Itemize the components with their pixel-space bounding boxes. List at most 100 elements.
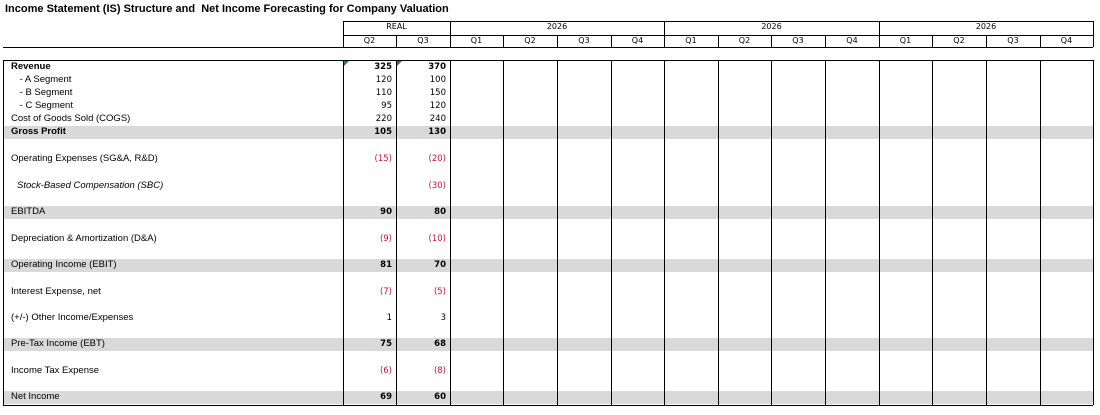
header-year: 2026 xyxy=(761,22,782,31)
value-cell: 100 xyxy=(429,75,446,85)
grid-line xyxy=(396,60,397,405)
grid-line xyxy=(611,35,612,47)
grid-line xyxy=(1040,35,1041,47)
grid-line xyxy=(986,35,987,47)
value-cell: (5) xyxy=(433,287,446,297)
value-cell: 370 xyxy=(428,62,446,72)
row-shade xyxy=(3,338,1093,351)
row-shade xyxy=(3,206,1093,219)
value-cell: (8) xyxy=(433,366,446,376)
row-label: Stock-Based Compensation (SBC) xyxy=(17,180,164,191)
comment-flag-icon xyxy=(344,61,349,66)
value-cell: 70 xyxy=(434,260,446,270)
header-quarter: Q1 xyxy=(899,36,912,45)
row-label: (+/-) Other Income/Expenses xyxy=(11,312,134,323)
page-title: Income Statement (IS) Structure and Net … xyxy=(5,3,449,15)
value-cell: 90 xyxy=(380,207,392,217)
grid-line xyxy=(664,21,665,47)
value-cell: (9) xyxy=(379,234,392,244)
row-shade xyxy=(3,259,1093,272)
row-label: Operating Income (EBIT) xyxy=(11,259,117,270)
header-quarter: Q1 xyxy=(470,36,483,45)
row-label: Operating Expenses (SG&A, R&D) xyxy=(11,153,158,164)
grid-line xyxy=(611,60,612,405)
value-cell: 1 xyxy=(386,313,392,323)
value-cell: 95 xyxy=(381,101,392,111)
header-quarter: Q2 xyxy=(953,36,965,45)
value-cell: (7) xyxy=(379,287,392,297)
grid-line xyxy=(450,21,451,47)
value-cell: 120 xyxy=(429,101,446,111)
value-cell: 325 xyxy=(374,62,392,72)
grid-line xyxy=(3,405,1093,406)
grid-line xyxy=(825,60,826,405)
row-label: - B Segment xyxy=(17,87,73,98)
value-cell: 105 xyxy=(374,127,392,137)
value-cell: (20) xyxy=(428,154,446,164)
grid-line xyxy=(557,35,558,47)
grid-line xyxy=(3,60,4,405)
grid-line xyxy=(3,60,1093,61)
value-cell: (6) xyxy=(379,366,392,376)
value-cell: 68 xyxy=(434,339,446,349)
value-cell: 240 xyxy=(429,114,446,124)
row-label: Cost of Goods Sold (COGS) xyxy=(11,113,131,124)
row-label: Net Income xyxy=(11,391,60,402)
row-label: Revenue xyxy=(11,61,51,72)
header-quarter: Q3 xyxy=(792,36,804,45)
header-quarter: Q4 xyxy=(1060,36,1073,45)
grid-line xyxy=(557,60,558,405)
header-quarter: Q2 xyxy=(524,36,536,45)
grid-line xyxy=(1093,60,1094,405)
value-cell: 3 xyxy=(440,313,446,323)
grid-line xyxy=(343,21,1093,22)
grid-line xyxy=(932,35,933,47)
value-cell: (10) xyxy=(428,234,446,244)
value-cell: 150 xyxy=(429,88,446,98)
row-label: Pre-Tax Income (EBT) xyxy=(11,338,105,349)
header-year: 2026 xyxy=(975,22,997,31)
value-cell: 220 xyxy=(375,114,392,124)
grid-line xyxy=(718,35,719,47)
row-label: EBITDA xyxy=(11,206,46,217)
header-quarter: Q2 xyxy=(363,36,376,45)
header-quarter: Q4 xyxy=(846,36,858,45)
grid-line xyxy=(1093,21,1094,47)
comment-flag-icon xyxy=(397,61,402,66)
header-quarter: Q3 xyxy=(417,36,429,45)
header-quarter: Q3 xyxy=(1007,36,1019,45)
grid-line xyxy=(343,60,344,405)
grid-line xyxy=(503,60,504,405)
value-cell: 60 xyxy=(434,392,446,402)
row-shade xyxy=(3,126,1093,139)
row-label: - A Segment xyxy=(17,74,72,85)
grid-line xyxy=(396,35,397,47)
header-quarter: Q3 xyxy=(578,36,590,45)
grid-line xyxy=(879,21,880,47)
grid-line xyxy=(986,60,987,405)
value-cell: 69 xyxy=(380,392,392,402)
row-label: - C Segment xyxy=(17,100,73,111)
value-cell: 81 xyxy=(380,260,392,270)
grid-line xyxy=(3,47,1093,48)
value-cell: (30) xyxy=(428,181,446,191)
grid-line xyxy=(932,60,933,405)
value-cell: (15) xyxy=(374,154,392,164)
value-cell: 120 xyxy=(375,75,392,85)
grid-line xyxy=(664,60,665,405)
grid-line xyxy=(503,35,504,47)
grid-line xyxy=(1040,60,1041,405)
grid-line xyxy=(718,60,719,405)
value-cell: 130 xyxy=(428,127,446,137)
row-label: Interest Expense, net xyxy=(11,286,101,297)
grid-line xyxy=(879,60,880,405)
grid-line xyxy=(771,35,772,47)
grid-line xyxy=(343,21,344,47)
header-quarter: Q1 xyxy=(685,36,697,45)
row-label: Income Tax Expense xyxy=(11,365,100,376)
value-cell: 80 xyxy=(434,207,446,217)
row-label: Gross Profit xyxy=(11,126,66,137)
value-cell: 110 xyxy=(375,88,392,98)
header-year: 2026 xyxy=(546,22,568,31)
